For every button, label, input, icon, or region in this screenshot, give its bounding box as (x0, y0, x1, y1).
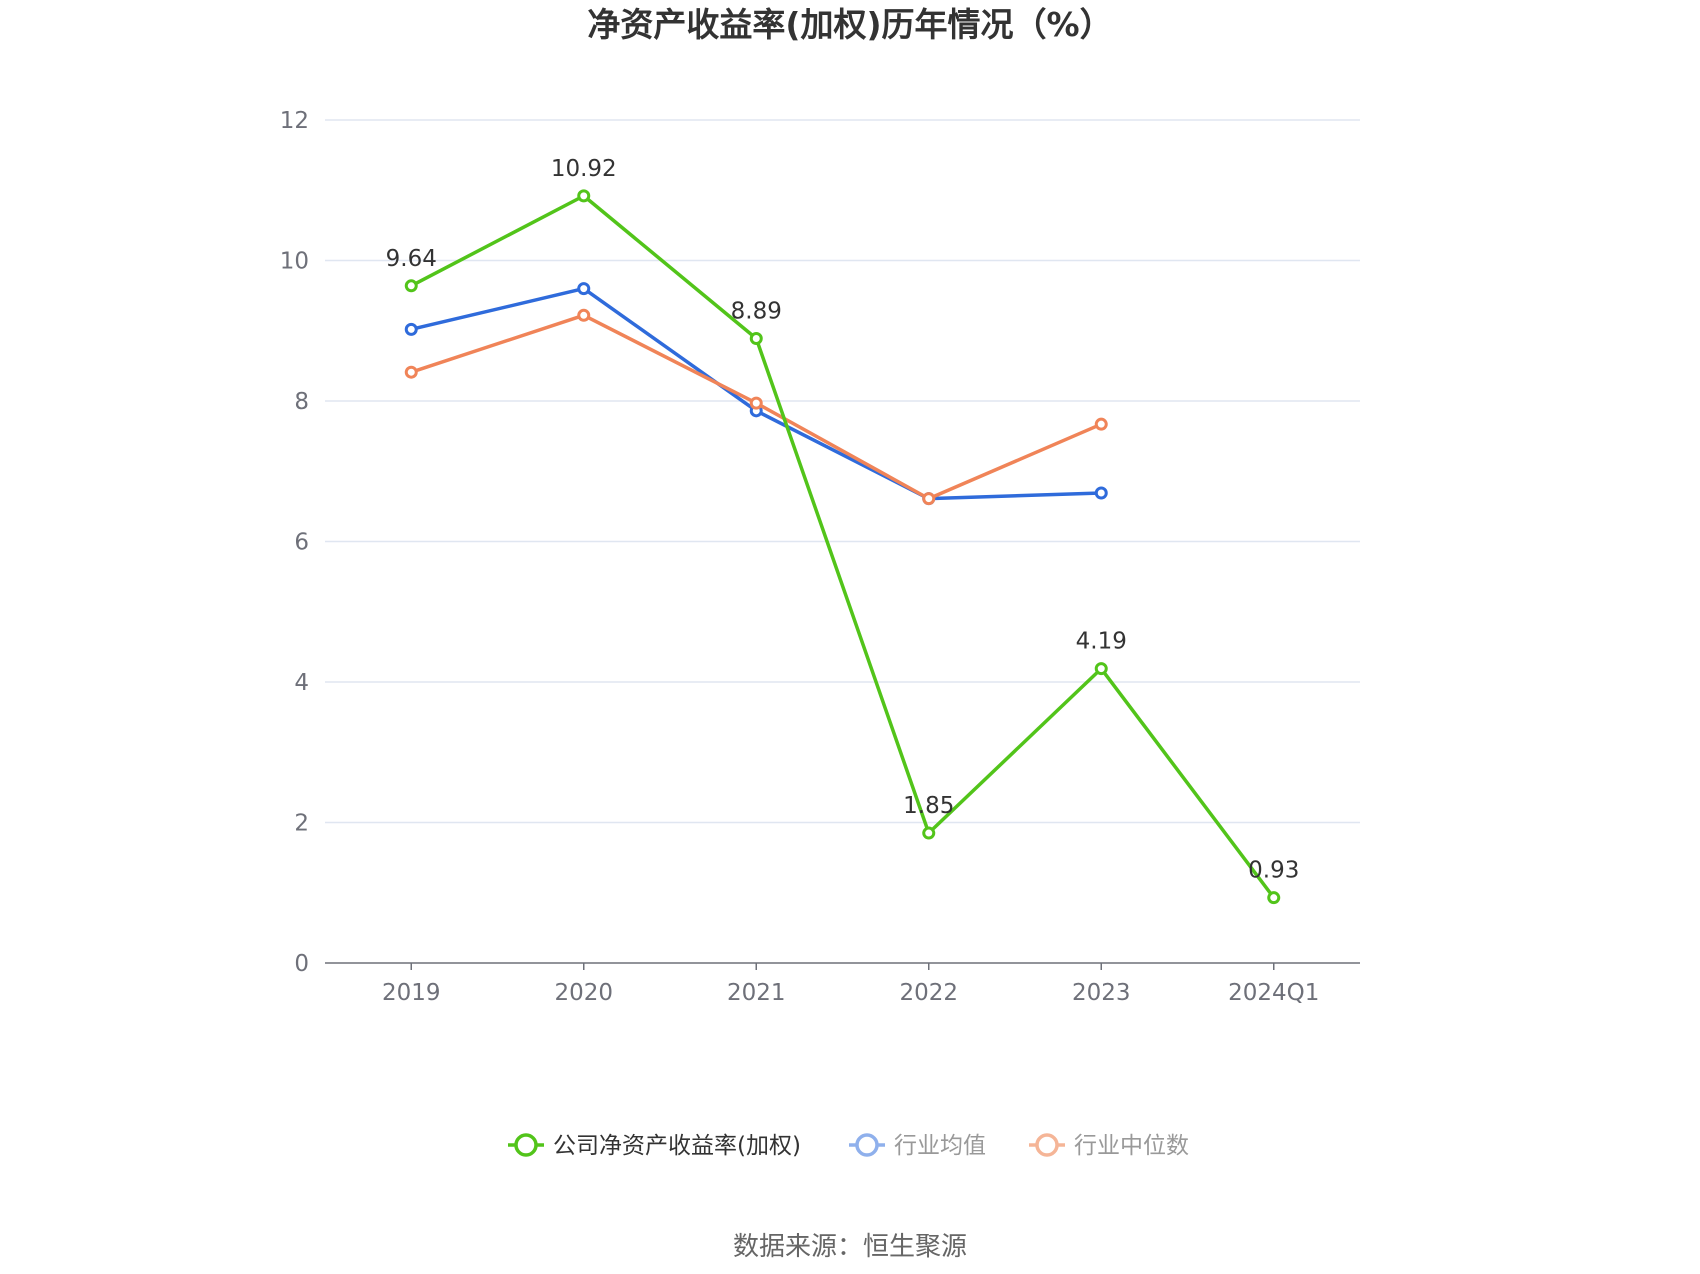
legend-item[interactable]: 行业均值 (849, 1133, 986, 1159)
data-point[interactable] (577, 282, 591, 296)
data-point[interactable] (404, 365, 418, 379)
legend-marker-icon (514, 1133, 538, 1157)
data-point[interactable] (1094, 417, 1108, 431)
data-label: 1.85 (903, 793, 954, 819)
legend-label: 公司净资产收益率(加权) (553, 1133, 801, 1159)
y-tick-label: 12 (280, 108, 309, 134)
y-tick-label: 4 (294, 670, 309, 696)
y-tick-label: 6 (294, 530, 309, 556)
legend-label: 行业中位数 (1074, 1133, 1189, 1159)
data-point[interactable] (749, 396, 763, 410)
data-labels: 9.64 10.92 8.89 1.85 4.19 0.93 (386, 156, 1300, 884)
data-point[interactable] (1267, 891, 1281, 905)
series-line (410, 194, 1276, 899)
legend-item[interactable]: 行业中位数 (1029, 1133, 1189, 1159)
data-point[interactable] (1094, 486, 1108, 500)
series-0 (404, 189, 1281, 905)
y-tick-label: 8 (294, 389, 309, 415)
data-source: 数据来源：恒生聚源 (733, 1232, 967, 1262)
chart-title: 净资产收益率(加权)历年情况（%） (587, 5, 1112, 44)
data-point[interactable] (749, 331, 763, 345)
data-point[interactable] (1094, 662, 1108, 676)
x-tick-label: 2023 (1072, 980, 1131, 1006)
data-point[interactable] (922, 492, 936, 506)
grid (325, 119, 1360, 824)
x-tick-label: 2019 (382, 980, 441, 1006)
x-tick-label: 2021 (727, 980, 786, 1006)
data-label: 4.19 (1076, 629, 1127, 655)
legend-marker-icon (1035, 1133, 1059, 1157)
x-axis: 2019 2020 2021 2022 2023 2024Q1 (325, 962, 1360, 1006)
data-label: 0.93 (1248, 858, 1299, 884)
x-tick-label: 2020 (554, 980, 613, 1006)
data-label: 9.64 (386, 246, 437, 272)
y-axis: 0 2 4 6 8 10 12 (280, 108, 309, 977)
legend-item[interactable]: 公司净资产收益率(加权) (508, 1133, 801, 1159)
y-tick-label: 2 (294, 811, 309, 837)
legend-marker-icon (855, 1133, 879, 1157)
x-tick-label: 2024Q1 (1228, 980, 1319, 1006)
data-point[interactable] (922, 826, 936, 840)
data-label: 8.89 (731, 298, 782, 324)
series-layer (404, 189, 1281, 905)
y-tick-label: 0 (294, 951, 309, 977)
legend[interactable]: 公司净资产收益率(加权) 行业均值 行业中位数 (508, 1133, 1189, 1159)
data-point[interactable] (577, 308, 591, 322)
series-2 (404, 308, 1108, 506)
x-tick-label: 2022 (899, 980, 958, 1006)
data-point[interactable] (577, 189, 591, 203)
data-point[interactable] (404, 322, 418, 336)
data-label: 10.92 (551, 156, 617, 182)
legend-label: 行业均值 (894, 1133, 986, 1159)
y-tick-label: 10 (280, 249, 309, 275)
data-point[interactable] (404, 279, 418, 293)
